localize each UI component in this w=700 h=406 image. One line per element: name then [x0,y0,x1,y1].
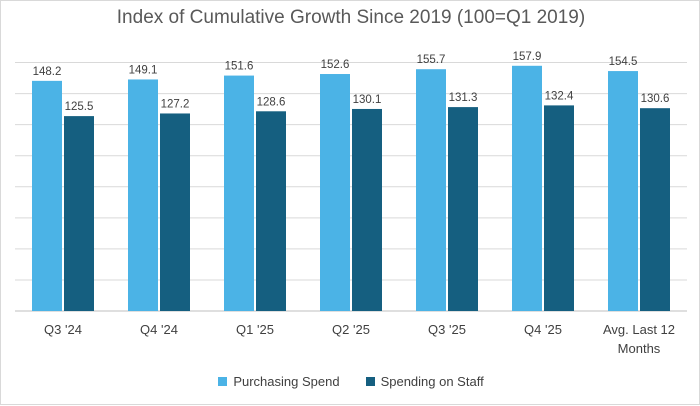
bar-spending-on-staff [448,107,478,312]
bar-spending-on-staff [640,108,670,311]
bar-spending-on-staff [64,116,94,311]
bar-spending-on-staff [544,105,574,311]
bar-purchasing-spend [512,65,542,311]
data-label: 131.3 [449,92,478,104]
data-label: 128.6 [257,96,286,108]
data-label: 130.1 [353,94,382,106]
bar-purchasing-spend [32,80,62,311]
bar-spending-on-staff [256,111,286,311]
gridlines [15,62,687,312]
data-label: 152.6 [321,59,350,71]
data-label: 154.5 [609,56,638,68]
data-label: 130.6 [641,93,670,105]
data-label: 125.5 [65,101,94,113]
legend: Purchasing Spend Spending on Staff [1,374,700,389]
x-axis-tick-labels: Q3 '24 Q4 '24 Q1 '25 Q2 '25 Q3 '25 Q4 '25 Avg.… [44,322,675,356]
x-tick-label: Q3 '24 [44,322,82,337]
legend-label-spending-on-staff: Spending on Staff [380,374,484,389]
bar-purchasing-spend [416,69,446,311]
data-label: 132.4 [545,90,574,102]
data-label: 157.9 [513,51,542,63]
bar-purchasing-spend [128,79,158,311]
legend-label-purchasing-spend: Purchasing Spend [233,374,340,389]
bars [32,65,670,312]
x-tick-label: Avg. Last 12 Months [603,322,675,356]
x-tick-label: Q1 '25 [236,322,274,337]
data-label: 148.2 [33,66,62,78]
legend-item-spending-on-staff: Spending on Staff [365,374,484,389]
x-tick-label: Q4 '24 [140,322,178,337]
bar-spending-on-staff [160,113,190,311]
bar-purchasing-spend [320,74,350,311]
bar-spending-on-staff [352,108,382,311]
x-tick-label: Q4 '25 [524,322,562,337]
legend-swatch-spending-on-staff [365,377,375,386]
data-label: 151.6 [225,61,254,73]
data-label: 149.1 [129,64,158,76]
data-labels: 148.2 125.5 149.1 127.2 151.6 128.6 152.6 130.1… [33,51,670,113]
legend-swatch-purchasing-spend [218,377,228,386]
bar-purchasing-spend [224,75,254,311]
x-tick-label: Q2 '25 [332,322,370,337]
bar-purchasing-spend [608,71,638,311]
legend-item-purchasing-spend: Purchasing Spend [218,374,340,389]
data-label: 127.2 [161,98,190,110]
chart-title: Index of Cumulative Growth Since 2019 (1… [116,7,586,28]
data-label: 155.7 [417,54,446,66]
x-tick-label: Q3 '25 [428,322,466,337]
